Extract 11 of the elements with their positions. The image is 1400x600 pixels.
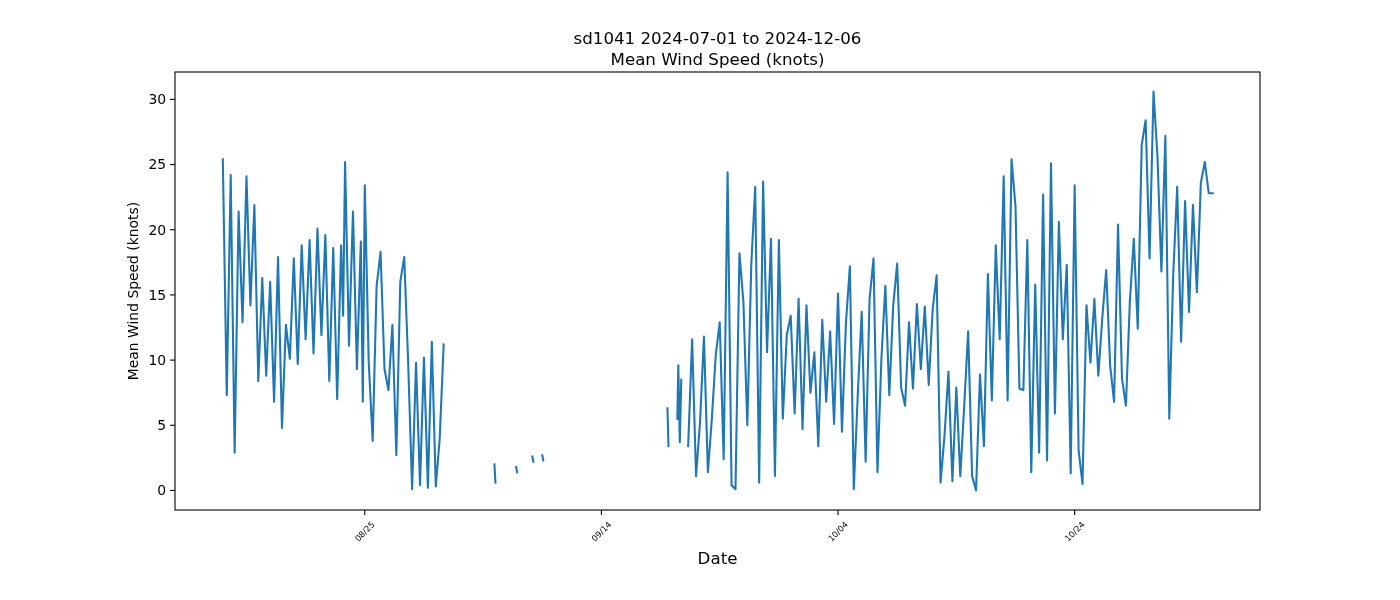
y-axis-title: Mean Wind Speed (knots) [125, 201, 141, 381]
y-tick-label: 5 [157, 417, 167, 434]
y-tick-label: 15 [148, 286, 167, 303]
y-tick-label: 30 [148, 91, 167, 108]
y-tick-label: 0 [157, 482, 167, 499]
chart-title: sd1041 2024-07-01 to 2024-12-06 [573, 29, 862, 48]
y-tick-label: 25 [148, 156, 167, 173]
y-tick-label: 10 [148, 351, 167, 368]
y-tick-label: 20 [148, 221, 167, 238]
x-axis-title: Date [697, 549, 738, 568]
chart-subtitle: Mean Wind Speed (knots) [610, 49, 825, 69]
